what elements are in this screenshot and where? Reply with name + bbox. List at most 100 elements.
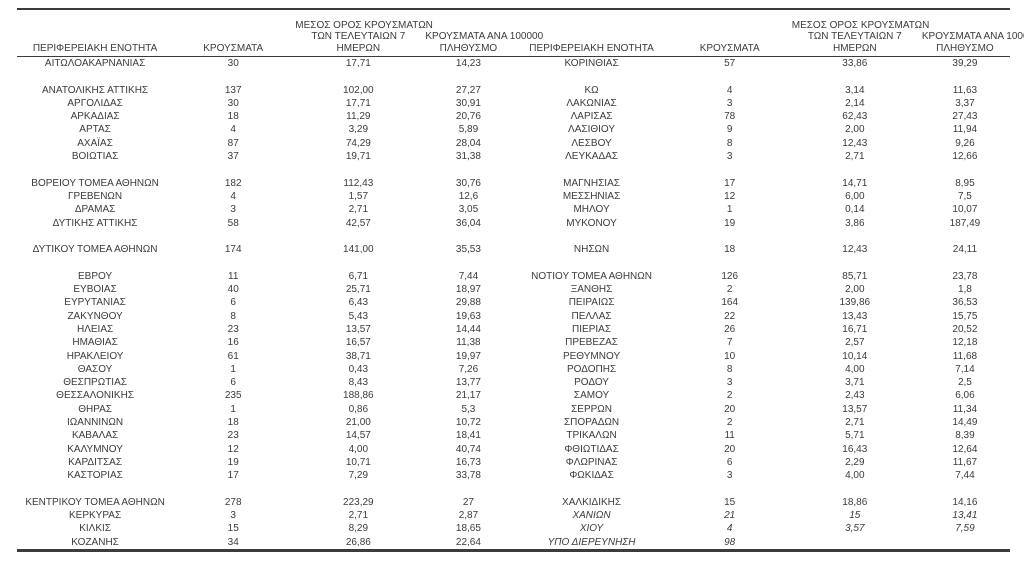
right-cases-cell: 17 <box>724 177 736 189</box>
table-row: ΘΕΣΠΡΩΤΙΑΣ 6 8,43 13,77 ΡΟΔΟΥ 3 3,71 2,5 <box>17 376 1010 389</box>
table-row: ΓΡΕΒΕΝΩΝ 4 1,57 12,6 ΜΕΣΣΗΝΙΑΣ 12 6,00 7,5 <box>17 190 1010 203</box>
left-region-cell: ΕΒΡΟΥ <box>78 270 113 282</box>
table-row: ΔΥΤΙΚΗΣ ΑΤΤΙΚΗΣ 58 42,57 36,04 ΜΥΚΟΝΟΥ 19 3,86… <box>17 217 1010 230</box>
right-per100k-cell: 11,68 <box>952 350 978 362</box>
left-cases-cell <box>173 70 293 83</box>
right-avg7-cell: 4,00 <box>845 470 865 482</box>
table-row: ΚΕΡΚΥΡΑΣ 3 2,71 2,87 ΧΑΝΙΩΝ 21 15 13,41 <box>17 509 1010 522</box>
right-avg7-cell: 14,71 <box>842 177 868 189</box>
right-cases-cell: 18 <box>724 244 736 256</box>
right-per100k-cell: 14,49 <box>952 417 978 429</box>
right-region-cell: ΣΑΜΟΥ <box>573 390 610 402</box>
left-per100k-cell: 28,04 <box>455 137 481 149</box>
right-avg7-cell: 2,71 <box>845 417 865 429</box>
left-avg7-cell: 26,86 <box>345 536 371 548</box>
right-cases-cell: 2 <box>726 284 733 296</box>
left-cases-cell: 174 <box>224 244 242 256</box>
table-row: ΖΑΚΥΝΘΟΥ 8 5,43 19,63 ΠΕΛΛΑΣ 22 13,43 15,75 <box>17 310 1010 323</box>
right-region-cell: ΧΑΝΙΩΝ <box>572 510 611 522</box>
left-avg7-cell: 13,57 <box>345 323 371 335</box>
left-avg7-cell: 21,00 <box>345 417 371 429</box>
left-region-cell: ΚΑΛΥΜΝΟΥ <box>67 443 123 455</box>
left-cases-cell: 16 <box>227 337 239 349</box>
table-row: ΗΛΕΙΑΣ 23 13,57 14,44 ΠΙΕΡΙΑΣ 26 16,71 20,52 <box>17 323 1010 336</box>
right-avg7-cell <box>790 483 920 496</box>
right-avg7-cell <box>790 536 920 551</box>
left-avg7-cell: 6,71 <box>348 270 369 282</box>
table-row: ΕΥΒΟΙΑΣ 40 25,71 18,97 ΞΑΝΘΗΣ 2 2,00 1,8 <box>17 283 1010 296</box>
left-avg7-cell: 2,71 <box>348 510 369 522</box>
left-per100k-cell <box>423 230 513 243</box>
left-cases-cell <box>173 230 293 243</box>
left-cases-cell: 37 <box>227 151 239 163</box>
left-per100k-cell: 33,78 <box>455 470 481 482</box>
left-per100k-cell: 20,76 <box>455 111 481 123</box>
right-avg7-cell <box>790 256 920 269</box>
left-per100k-cell: 3,05 <box>458 204 479 216</box>
left-per100k-cell: 22,64 <box>455 536 481 548</box>
right-region-cell: ΦΘΙΩΤΙΔΑΣ <box>564 443 619 455</box>
right-region-cell: ΛΑΚΩΝΙΑΣ <box>566 97 617 109</box>
left-cases-cell: 19 <box>227 456 239 468</box>
right-per100k-cell: 15,75 <box>952 310 978 322</box>
left-per100k-cell: 31,38 <box>455 151 481 163</box>
left-per100k-cell: 27,27 <box>455 84 481 96</box>
right-cases-cell <box>670 256 790 269</box>
cases-table-container: ΠΕΡΙΦΕΡΕΙΑΚΗ ΕΝΟΤΗΤΑ ΚΡΟΥΣΜΑΤΑ ΜΕΣΟΣ ΟΡΟ… <box>17 8 1024 552</box>
right-per100k-cell: 7,5 <box>957 190 972 202</box>
left-per100k-cell: 12,6 <box>458 190 479 202</box>
header-avg7-line3: ΗΜΕΡΩΝ <box>336 42 381 54</box>
left-cases-cell: 4 <box>230 190 236 202</box>
table-row: ΑΡΓΟΛΙΔΑΣ 30 17,71 30,91 ΛΑΚΩΝΙΑΣ 3 2,14 3,37 <box>17 97 1010 110</box>
left-avg7-cell <box>293 256 423 269</box>
right-per100k-cell: 8,95 <box>955 177 975 189</box>
left-per100k-cell: 7,44 <box>458 270 479 282</box>
left-cases-cell: 87 <box>227 137 239 149</box>
left-region-cell: ΑΧΑΪΑΣ <box>77 137 113 149</box>
right-region-cell: ΦΛΩΡΙΝΑΣ <box>565 456 618 468</box>
right-region-cell: ΤΡΙΚΑΛΩΝ <box>566 430 617 442</box>
right-per100k-cell: 24,11 <box>952 244 978 256</box>
right-region-cell <box>513 256 669 269</box>
right-avg7-cell: 2,00 <box>845 124 865 136</box>
right-region-cell: ΚΟΡΙΝΘΙΑΣ <box>564 58 619 69</box>
left-cases-cell: 6 <box>230 297 236 309</box>
right-region-cell: ΝΟΤΙΟΥ ΤΟΜΕΑ ΑΘΗΝΩΝ <box>531 270 652 282</box>
right-avg7-cell: 2,43 <box>845 390 865 402</box>
left-cases-cell: 278 <box>224 496 242 508</box>
left-per100k-cell: 7,26 <box>458 363 479 375</box>
left-region-cell: ΔΡΑΜΑΣ <box>74 204 116 216</box>
left-avg7-cell: 7,29 <box>348 470 369 482</box>
right-avg7-cell <box>790 163 920 176</box>
left-cases-cell: 61 <box>227 350 239 362</box>
right-per100k-cell: 27,43 <box>952 111 978 123</box>
table-row: ΕΥΡΥΤΑΝΙΑΣ 6 6,43 29,88 ΠΕΙΡΑΙΩΣ 164 139,86 36,… <box>17 296 1010 309</box>
left-cases-cell <box>173 163 293 176</box>
left-per100k-cell: 18,41 <box>455 430 481 442</box>
right-cases-cell: 20 <box>724 443 736 455</box>
right-cases-cell: 15 <box>724 496 736 508</box>
left-region-cell: ΚΟΖΑΝΗΣ <box>71 536 119 548</box>
left-region-cell: ΗΜΑΘΙΑΣ <box>72 337 118 349</box>
table-row: ΑΡΚΑΔΙΑΣ 18 11,29 20,76 ΛΑΡΙΣΑΣ 78 62,43 27,43 <box>17 110 1010 123</box>
table-row: ΚΑΡΔΙΤΣΑΣ 19 10,71 16,73 ΦΛΩΡΙΝΑΣ 6 2,29 11,67 <box>17 456 1010 469</box>
right-cases-cell: 7 <box>726 337 733 349</box>
right-cases-cell: 9 <box>726 124 733 136</box>
left-cases-cell: 23 <box>227 323 239 335</box>
right-avg7-cell: 15 <box>849 510 861 522</box>
right-avg7-cell: 5,71 <box>845 430 865 442</box>
right-per100k-cell: 12,66 <box>952 151 978 163</box>
left-avg7-cell: 10,71 <box>345 456 371 468</box>
left-cases-cell: 34 <box>227 536 239 548</box>
left-avg7-cell: 17,71 <box>345 58 371 69</box>
left-region-cell <box>17 256 173 269</box>
left-cases-cell: 1 <box>230 403 236 415</box>
left-region-cell: ΒΟΡΕΙΟΥ ΤΟΜΕΑ ΑΘΗΝΩΝ <box>31 177 159 189</box>
col-header-avg7-left: ΜΕΣΟΣ ΟΡΟΣ ΚΡΟΥΣΜΑΤΩΝ ΤΩΝ ΤΕΛΕΥΤΑΙΩΝ 7 Η… <box>293 9 433 57</box>
left-region-cell: ΚΕΡΚΥΡΑΣ <box>69 510 122 522</box>
left-avg7-cell: 8,43 <box>348 377 369 389</box>
header-per100k-line2: ΠΛΗΘΥΣΜΟ <box>439 42 498 54</box>
left-region-cell: ΘΕΣΠΡΩΤΙΑΣ <box>63 377 127 389</box>
right-avg7-cell: 85,71 <box>842 270 868 282</box>
left-per100k-cell: 14,44 <box>455 323 481 335</box>
